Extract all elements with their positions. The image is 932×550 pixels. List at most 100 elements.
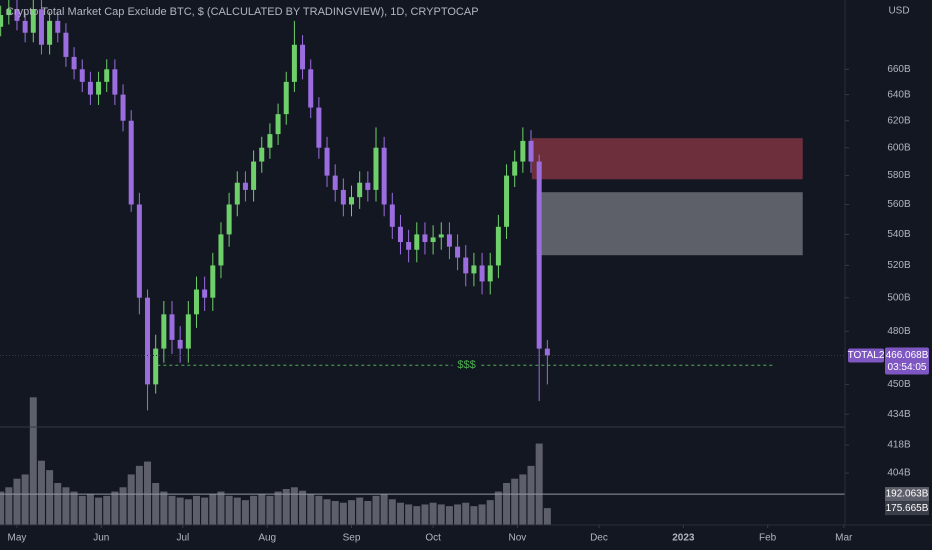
volume-bar — [307, 494, 315, 525]
x-tick-label: Oct — [425, 533, 441, 544]
volume-bar — [201, 497, 209, 525]
volume-bar — [429, 502, 437, 525]
x-tick-label: Dec — [590, 533, 608, 544]
candle-body — [291, 44, 297, 82]
volume-bar — [152, 483, 160, 525]
volume-bar — [364, 501, 372, 525]
volume-bar — [250, 495, 258, 525]
volume-bar — [160, 491, 168, 525]
candle-body — [406, 242, 412, 250]
candle-body — [316, 107, 322, 148]
candle-body — [438, 234, 444, 238]
candle-body — [6, 9, 12, 16]
candle-body — [430, 237, 436, 243]
candle-body — [389, 204, 395, 227]
y-tick-label: 520B — [887, 260, 911, 271]
candle-body — [55, 20, 61, 33]
volume-bar — [388, 499, 396, 525]
level-label: $$$ — [457, 359, 475, 371]
candle-body — [357, 182, 363, 198]
volume-bar — [339, 502, 347, 525]
x-tick-label: Aug — [258, 533, 276, 544]
volume-bar — [54, 483, 62, 525]
volume-bar — [127, 474, 135, 525]
volume-tag — [885, 487, 929, 502]
zone — [536, 192, 803, 256]
candle-body — [38, 9, 44, 45]
candle-body — [446, 234, 452, 247]
volume-bar — [103, 495, 111, 525]
volume-bar — [21, 474, 29, 525]
volume-bar — [266, 495, 274, 525]
candle-body — [218, 234, 224, 266]
candle-body — [259, 147, 265, 162]
volume-tag-label: 175.665B — [886, 503, 929, 514]
volume-bar — [144, 461, 152, 525]
candle-body — [226, 204, 232, 235]
candle-body — [512, 161, 518, 176]
volume-bar — [511, 478, 519, 525]
y-tick-label: 540B — [887, 229, 911, 240]
candle-body — [242, 182, 248, 190]
candle-body — [340, 189, 346, 205]
candle-body — [495, 226, 501, 266]
volume-bar — [135, 465, 143, 525]
y-tick-label: 640B — [887, 89, 911, 100]
candle-body — [193, 289, 199, 315]
candle-body — [349, 197, 355, 205]
candle-body — [381, 147, 387, 205]
volume-bar — [470, 506, 478, 525]
chart-title: Crypto Total Market Cap Exclude BTC, $ (… — [6, 6, 479, 18]
y-tick-label: 480B — [887, 326, 911, 337]
volume-bar — [37, 460, 45, 525]
candle-body — [422, 234, 428, 243]
candle-body — [104, 69, 110, 82]
x-tick-label: Sep — [343, 533, 361, 544]
volume-bar — [478, 504, 486, 525]
x-tick-label: 2023 — [672, 533, 695, 544]
volume-bar — [5, 487, 13, 525]
volume-bar — [396, 502, 404, 525]
volume-bar — [217, 491, 225, 525]
candle-body — [128, 120, 134, 205]
candle-body — [520, 140, 526, 162]
volume-bar — [315, 495, 323, 525]
x-tick-label: Jul — [176, 533, 189, 544]
candle-body — [161, 314, 167, 349]
candle-body — [87, 81, 93, 95]
volume-bar — [421, 504, 429, 525]
price-axis-panel — [845, 0, 932, 550]
volume-tag-label: 192.063B — [886, 489, 929, 500]
candle-body — [414, 234, 420, 250]
candle-body — [177, 339, 183, 349]
volume-bar — [46, 470, 54, 525]
volume-bar — [13, 478, 21, 525]
candle-body — [63, 32, 69, 57]
volume-bar — [192, 495, 200, 525]
candle-body — [300, 44, 306, 70]
candle-body — [373, 147, 379, 190]
volume-bar — [119, 487, 127, 525]
volume-bar — [445, 506, 453, 525]
volume-bar — [380, 494, 388, 525]
y-tick-label: 418B — [887, 440, 911, 451]
candle-body — [455, 246, 461, 258]
volume-bar — [111, 491, 119, 525]
volume-bar — [95, 497, 103, 525]
candle-body — [463, 257, 469, 274]
x-tick-label: Mar — [835, 533, 853, 544]
x-tick-label: Jun — [93, 533, 109, 544]
volume-bar — [535, 443, 543, 525]
candle-body — [267, 134, 273, 148]
candle-body — [283, 81, 289, 115]
volume-bar — [527, 465, 535, 525]
volume-bar — [0, 491, 5, 525]
candle-body — [397, 226, 403, 243]
volume-bar — [494, 491, 502, 525]
candle-body — [30, 9, 36, 33]
candle-body — [79, 69, 85, 82]
volume-bar — [486, 500, 494, 525]
volume-bar — [356, 497, 364, 525]
x-tick-label: Feb — [759, 533, 777, 544]
